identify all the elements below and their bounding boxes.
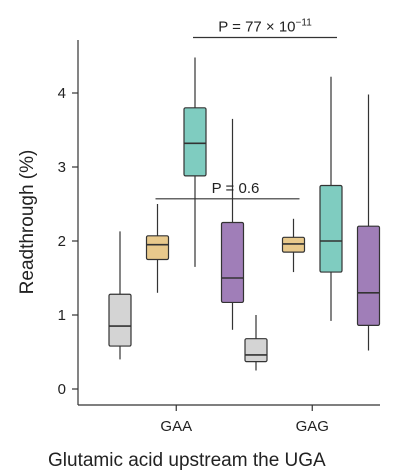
box-gaa-2 — [183, 57, 207, 267]
x-tick-label: GAA — [160, 418, 192, 435]
box-gag-1 — [281, 218, 306, 273]
significance-bracket-0: P = 77 × 10−11 — [193, 18, 337, 39]
box-iqr — [356, 225, 381, 326]
box-gaa-3 — [220, 118, 245, 330]
significance-annotations: P = 77 × 10−11 P = 0.6 — [155, 18, 337, 200]
y-tick-label: 2 — [58, 233, 66, 250]
y-ticks: 0 1 2 3 4 — [58, 85, 78, 398]
box-gaa-1 — [145, 204, 170, 293]
box-iqr — [145, 235, 170, 261]
box-gag-3 — [356, 94, 381, 351]
p-value-label: P = 77 × 10−11 — [218, 18, 312, 36]
x-ticks: GAA GAG — [160, 405, 329, 435]
x-tick-label: GAG — [296, 418, 329, 435]
box-iqr — [108, 293, 132, 347]
plot-area — [108, 57, 381, 371]
y-tick-label: 3 — [58, 159, 66, 176]
x-axis-title: Glutamic acid upstream the UGA — [48, 450, 326, 471]
y-tick-label: 0 — [58, 381, 66, 398]
y-axis-title: Readthrough (%) — [17, 150, 38, 295]
box-iqr — [244, 338, 268, 363]
x-axis: GAA GAG Glutamic acid upstream the UGA — [48, 404, 380, 471]
box-iqr — [319, 184, 343, 273]
box-gaa-0 — [108, 231, 132, 360]
box-iqr — [220, 221, 245, 304]
y-axis: 0 1 2 3 4 Readthrough (%) — [17, 40, 79, 405]
box-gag-2 — [319, 76, 343, 321]
p-value-label: P = 0.6 — [212, 180, 260, 197]
significance-bracket-1: P = 0.6 — [155, 180, 300, 200]
y-tick-label: 1 — [58, 307, 66, 324]
box-iqr — [183, 107, 207, 177]
box-gag-0 — [244, 315, 268, 371]
y-tick-label: 4 — [58, 85, 66, 102]
